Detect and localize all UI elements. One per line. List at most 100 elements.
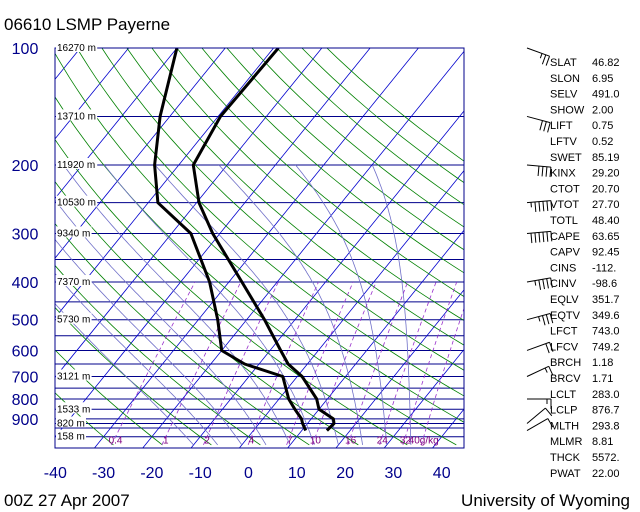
moist-adiabat bbox=[55, 199, 267, 446]
wind-barb-flag bbox=[547, 418, 554, 428]
wind-barb-flag bbox=[534, 201, 537, 212]
index-label: KINX bbox=[550, 168, 576, 180]
plot-frame bbox=[54, 47, 465, 449]
index-value: 46.82 bbox=[592, 57, 620, 69]
temperature-tick-label: 30 bbox=[385, 465, 403, 482]
index-value: 283.0 bbox=[592, 389, 620, 401]
wind-barb-flag bbox=[538, 201, 541, 212]
index-label: EQTV bbox=[550, 310, 581, 322]
mixing-ratio-line bbox=[402, 281, 458, 446]
mixing-ratio-line bbox=[247, 281, 319, 446]
index-label: THCK bbox=[550, 452, 581, 464]
pressure-tick-label: 400 bbox=[12, 275, 39, 292]
height-label-bg bbox=[56, 195, 98, 207]
index-label: BRCV bbox=[550, 373, 581, 385]
mixing-ratio-label: 16 bbox=[345, 436, 357, 447]
temperature-tick-label: -30 bbox=[92, 465, 115, 482]
isotherm-line bbox=[55, 48, 274, 319]
index-value: 293.8 bbox=[592, 420, 620, 432]
wind-barb-flag bbox=[545, 314, 550, 325]
isotherm-line bbox=[142, 50, 464, 448]
wind-barb-flag bbox=[537, 166, 540, 177]
index-label: LCLT bbox=[550, 389, 576, 401]
pressure-tick-label: 900 bbox=[12, 412, 39, 429]
height-label-bg bbox=[56, 416, 86, 428]
wind-barb-flag bbox=[530, 233, 533, 244]
temperature-tick-label: -40 bbox=[44, 465, 67, 482]
index-label: CAPE bbox=[550, 231, 580, 243]
mixing-ratio-line bbox=[379, 281, 437, 446]
dry-adiabat bbox=[276, 48, 464, 206]
dry-adiabat bbox=[176, 48, 464, 298]
mixing-ratio-line bbox=[111, 281, 196, 446]
index-value: 0.52 bbox=[592, 136, 613, 148]
mixing-ratio-label: 0.4 bbox=[109, 436, 123, 447]
wind-barb-flag bbox=[550, 231, 553, 242]
mixing-ratio-line bbox=[161, 281, 242, 446]
moist-adiabat bbox=[104, 164, 315, 446]
isotherm-line bbox=[239, 170, 464, 448]
index-value: 5572. bbox=[592, 452, 620, 464]
dry-adiabat bbox=[55, 222, 310, 446]
mixing-ratio-label: 32 bbox=[400, 436, 412, 447]
index-label: SLAT bbox=[550, 57, 577, 69]
wind-barb-staff bbox=[526, 418, 549, 431]
height-label: 9340 m bbox=[57, 228, 90, 239]
wind-barb-flag bbox=[534, 232, 537, 243]
index-value: 20.70 bbox=[592, 183, 620, 195]
index-label: CINS bbox=[550, 262, 576, 274]
wind-barb-half-flag bbox=[538, 316, 541, 322]
height-label-bg bbox=[56, 226, 92, 238]
wind-barb-flag bbox=[541, 315, 546, 326]
moist-adiabat bbox=[154, 164, 339, 445]
index-label: SELV bbox=[550, 89, 578, 101]
mixing-ratio-line bbox=[347, 281, 409, 446]
index-label: CAPV bbox=[550, 247, 581, 259]
index-label: SWET bbox=[550, 152, 582, 164]
wind-barb-flag bbox=[541, 54, 547, 65]
wind-barb-flag bbox=[542, 279, 545, 290]
mixing-ratio-label: 24 bbox=[377, 436, 389, 447]
index-label: SLON bbox=[550, 73, 580, 85]
isotherm-line bbox=[190, 110, 464, 448]
wind-barb-flag bbox=[538, 232, 541, 243]
pressure-tick-label: 800 bbox=[12, 392, 39, 409]
index-value: 22.00 bbox=[592, 468, 620, 480]
height-label-bg bbox=[56, 109, 98, 121]
temperature-tick-label: 10 bbox=[288, 465, 306, 482]
wind-barb-flag bbox=[542, 201, 545, 212]
height-label-bg bbox=[56, 275, 92, 287]
isotherm-line bbox=[287, 229, 464, 448]
isotherm-line bbox=[55, 48, 371, 438]
index-label: LCLP bbox=[550, 405, 578, 417]
wind-barb-flag bbox=[549, 167, 552, 178]
wind-barb-flag bbox=[549, 342, 554, 352]
wind-barb-flag bbox=[547, 122, 551, 133]
index-value: 351.7 bbox=[592, 294, 620, 306]
mixing-ratio-line bbox=[286, 281, 354, 446]
index-value: 349.6 bbox=[592, 310, 620, 322]
index-value: 29.20 bbox=[592, 168, 620, 180]
isotherm-line bbox=[383, 348, 464, 448]
dry-adiabat bbox=[251, 48, 464, 228]
height-label-bg bbox=[56, 429, 86, 441]
wind-barb-flag bbox=[549, 313, 554, 324]
index-value: 63.65 bbox=[592, 231, 620, 243]
index-label: LFCT bbox=[550, 326, 578, 338]
height-label: 13710 m bbox=[57, 111, 96, 122]
index-label: MLTH bbox=[550, 420, 579, 432]
stability-indices: SLAT 46.82 SLON 6.95 SELV 491.0 SHOW 2.00 LIFT 0.… bbox=[550, 57, 620, 480]
pressure-tick-label: 700 bbox=[12, 369, 39, 386]
index-value: 1.18 bbox=[592, 357, 613, 369]
station-title: 06610 LSMP Payerne bbox=[4, 15, 170, 34]
dry-adiabat bbox=[201, 48, 464, 274]
index-value: 743.0 bbox=[592, 326, 620, 338]
mixing-ratio-label: 40g/kg bbox=[409, 436, 439, 447]
index-value: 749.2 bbox=[592, 341, 620, 353]
index-value: 876.7 bbox=[592, 405, 620, 417]
dry-adiabat bbox=[126, 48, 464, 346]
index-value: 1.71 bbox=[592, 373, 613, 385]
index-label: CTOT bbox=[550, 183, 580, 195]
moist-adiabat bbox=[55, 303, 194, 446]
